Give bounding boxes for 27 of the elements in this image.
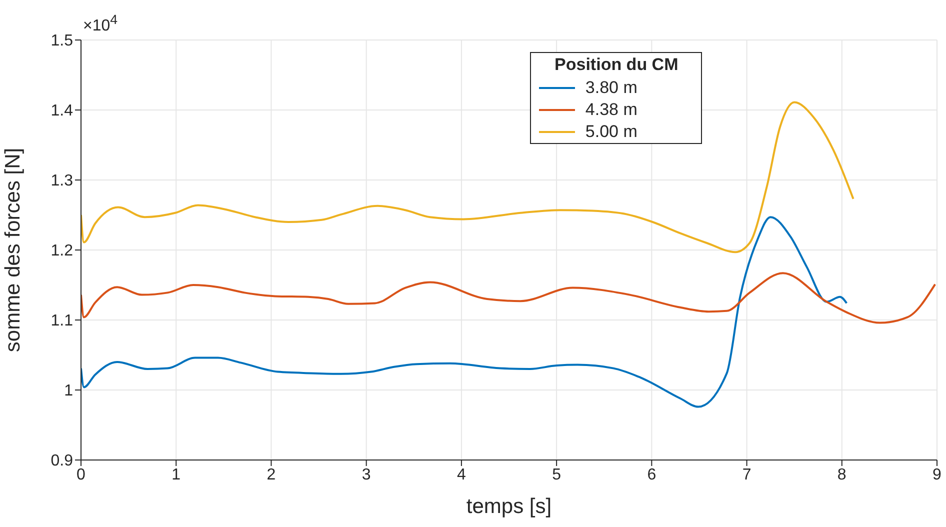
- x-tick-label: 3: [362, 466, 371, 484]
- x-tick-label: 7: [742, 466, 752, 484]
- x-tick-label: 8: [837, 466, 846, 484]
- legend-label: 4.38 m: [585, 100, 638, 120]
- legend-title: Position du CM: [554, 54, 680, 76]
- legend-label: 5.00 m: [585, 122, 638, 142]
- y-tick-label: 1.5: [50, 32, 74, 50]
- y-tick-label: 1.4: [50, 102, 74, 120]
- line-series: [81, 216, 848, 408]
- line-series: [81, 272, 936, 324]
- x-tick-label: 0: [76, 466, 86, 484]
- x-tick-label: 9: [932, 466, 942, 484]
- x-tick-label: 1: [172, 466, 181, 484]
- y-tick-label: 1.3: [50, 172, 74, 190]
- line-series: [81, 101, 854, 254]
- x-tick-label: 2: [266, 466, 276, 484]
- y-tick-label: 1.1: [50, 312, 74, 330]
- x-tick-label: 6: [647, 466, 656, 484]
- legend-label: 3.80 m: [585, 78, 638, 98]
- x-axis-title: temps [s]: [466, 495, 552, 518]
- x-tick-label: 4: [456, 466, 466, 484]
- y-tick-label: 1.2: [50, 242, 74, 260]
- y-tick-label: 0.9: [50, 452, 74, 470]
- y-tick-label: 1: [64, 382, 74, 400]
- text: ×10$^{4}$: [83, 12, 118, 36]
- x-tick-label: 5: [552, 466, 562, 484]
- y-axis-title: somme des forces [N]: [1, 148, 24, 352]
